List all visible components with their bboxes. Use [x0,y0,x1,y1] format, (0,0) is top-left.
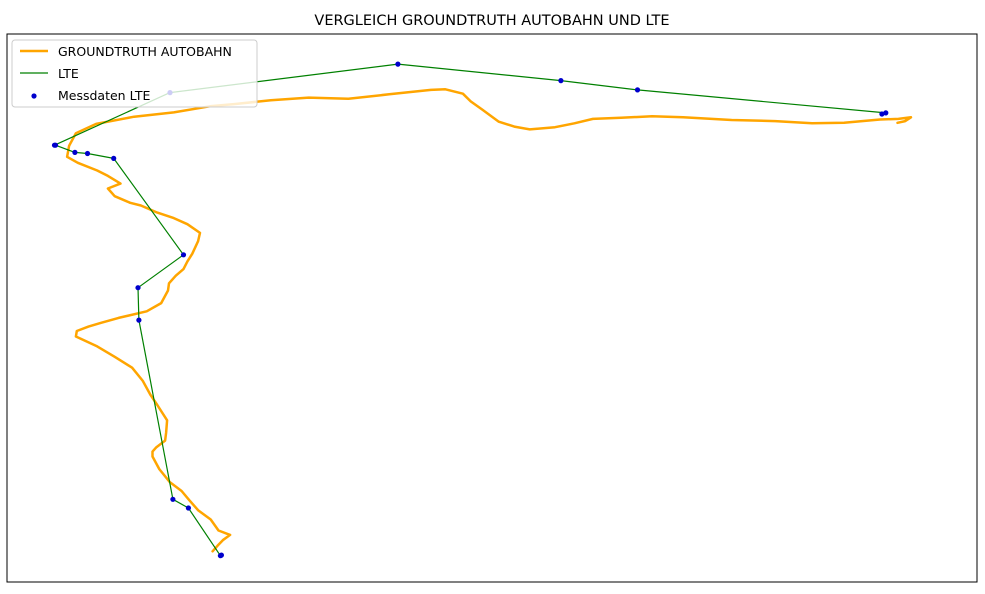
plot-area [51,61,913,559]
plot-frame [6,33,978,583]
messdaten-point-3 [170,496,176,502]
messdaten-point-14 [558,78,564,84]
chart-title: VERGLEICH GROUNDTRUTH AUTOBAHN UND LTE [314,13,669,29]
messdaten-point-16 [883,110,889,116]
messdaten-point-11 [51,142,58,148]
legend-label-groundtruth: GROUNDTRUTH AUTOBAHN [58,44,232,59]
legend-box [11,39,258,108]
messdaten-point-1 [217,553,223,559]
messdaten-point-7 [111,155,117,161]
legend-swatch-messdaten [31,93,37,99]
messdaten-point-13 [395,61,401,67]
messdaten-point-17 [879,111,885,117]
series-line-lte [53,63,887,557]
series-line-groundtruth [65,88,913,553]
messdaten-point-8 [84,150,91,157]
messdaten-point-9 [72,149,78,155]
legend: GROUNDTRUTH AUTOBAHN LTE Messdaten LTE [11,39,258,108]
messdaten-point-2 [185,505,191,511]
messdaten-point-6 [180,252,187,258]
messdaten-point-5 [135,285,141,291]
legend-label-messdaten: Messdaten LTE [58,88,150,103]
legend-label-lte: LTE [58,66,79,81]
messdaten-point-4 [136,317,142,323]
messdaten-point-15 [634,87,641,93]
